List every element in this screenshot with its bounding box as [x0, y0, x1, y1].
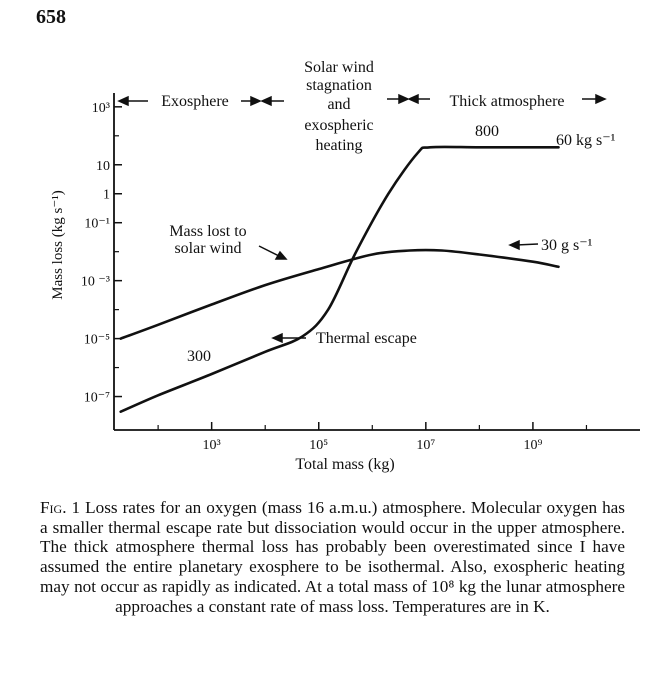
arrow-thermal-escape — [271, 332, 306, 344]
y-tick-label-3: 10⁻¹ — [84, 217, 110, 232]
annotation-mass-lost-line-2: solar wind — [174, 240, 241, 257]
stagnation-line-2: stagnation — [306, 77, 372, 94]
page-number: 658 — [36, 6, 66, 28]
figure-caption: Fig. 1 Loss rates for an oxygen (mass 16… — [40, 498, 625, 616]
x-axis-label: Total mass (kg) — [295, 456, 394, 473]
arrowhead-exo-right — [250, 95, 262, 107]
y-tick-label-4: 1 — [103, 188, 110, 203]
x-tick-label-0: 10³ — [203, 438, 221, 453]
temp-label-800: 800 — [475, 123, 499, 140]
y-tick-label-1: 10⁻⁵ — [84, 333, 110, 348]
caption-label: Fig. 1 — [40, 498, 81, 517]
y-tick-label-6: 10³ — [92, 101, 110, 116]
arrow-30-g — [508, 239, 539, 251]
x-tick-label-1: 10⁵ — [309, 438, 328, 453]
region-label-stagnation: Solar wind stagnation and exospheric hea… — [304, 59, 374, 154]
x-tick-label-2: 10⁷ — [416, 438, 435, 453]
y-axis-label: Mass loss (kg s⁻¹) — [50, 190, 66, 300]
mass-loss-chart: 10³ 10⁵ 10⁷ 10⁹ 10⁻⁷ 10⁻⁵ 10 ⁻³ 10⁻¹ 1 10 10³ Tot… — [50, 59, 640, 473]
stagnation-line-1: Solar wind — [304, 59, 374, 76]
arrowhead-thick-left — [407, 93, 419, 105]
region-arrows — [117, 93, 607, 107]
region-label-exosphere: Exosphere — [161, 93, 229, 110]
y-tick-label-0: 10⁻⁷ — [84, 391, 110, 406]
annotation-60-kg: 60 kg s⁻¹ — [556, 132, 616, 149]
arrowhead-stag-left — [260, 95, 272, 107]
arrow-mass-lost — [258, 245, 288, 260]
arrowhead-exo-left — [117, 95, 129, 107]
annotation-thermal-escape: Thermal escape — [316, 330, 417, 347]
stagnation-line-4: exospheric — [304, 117, 373, 134]
series-line-thermal-escape — [119, 145, 560, 413]
y-tick-label-2: 10 ⁻³ — [81, 275, 110, 290]
series-group — [119, 145, 560, 413]
temp-label-300: 300 — [187, 348, 211, 365]
arrowhead-thick-right — [595, 93, 607, 105]
annotation-mass-lost-line-1: Mass lost to — [169, 223, 246, 240]
chart-axes — [113, 93, 640, 431]
caption-text: Loss rates for an oxygen (mass 16 a.m.u.… — [40, 498, 625, 616]
stagnation-line-3: and — [327, 96, 350, 113]
region-label-thick-atmosphere: Thick atmosphere — [449, 93, 564, 110]
x-ticks: 10³ 10⁵ 10⁷ 10⁹ — [203, 422, 542, 453]
annotation-30-g: 30 g s⁻¹ — [541, 237, 593, 254]
series-line-mass-lost-to-solar-wind — [119, 248, 560, 340]
y-ticks: 10⁻⁷ 10⁻⁵ 10 ⁻³ 10⁻¹ 1 10 10³ — [81, 101, 122, 406]
stagnation-line-5: heating — [315, 137, 362, 154]
minor-ticks — [114, 135, 588, 430]
x-tick-label-3: 10⁹ — [523, 438, 542, 453]
y-tick-label-5: 10 — [96, 159, 110, 174]
arrowhead-stag-right — [398, 93, 410, 105]
